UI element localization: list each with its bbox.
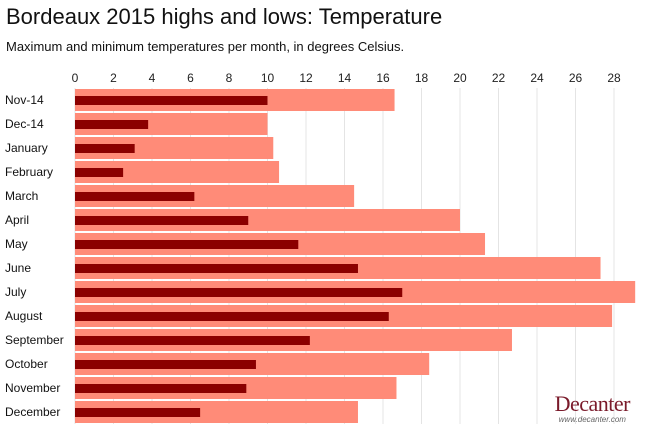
x-tick-label: 26 <box>569 71 583 85</box>
category-label: November <box>5 381 60 395</box>
category-label: April <box>5 213 29 227</box>
x-tick-label: 28 <box>607 71 621 85</box>
category-label: February <box>5 165 53 179</box>
x-tick-label: 4 <box>149 71 156 85</box>
bar-high <box>75 113 268 135</box>
bar-high <box>75 401 358 423</box>
x-tick-label: 12 <box>299 71 313 85</box>
x-tick-label: 10 <box>261 71 275 85</box>
x-tick-label: 8 <box>226 71 233 85</box>
category-label: June <box>5 261 31 275</box>
bar-low <box>75 192 195 201</box>
decanter-logo: Decanter www.decanter.com <box>554 391 631 425</box>
logo-url: www.decanter.com <box>558 415 626 424</box>
category-label: March <box>5 189 38 203</box>
x-tick-label: 2 <box>110 71 117 85</box>
bar-low <box>75 288 403 297</box>
bar-high <box>75 185 355 207</box>
bar-low <box>75 96 268 105</box>
category-label: May <box>5 237 28 251</box>
bar-low <box>75 264 358 273</box>
bar-low <box>75 336 310 345</box>
chart-subtitle: Maximum and minimum temperatures per mon… <box>6 39 405 54</box>
x-tick-label: 6 <box>187 71 194 85</box>
x-tick-label: 24 <box>530 71 544 85</box>
category-label: August <box>5 309 43 323</box>
category-label: September <box>5 333 64 347</box>
x-tick-label: 0 <box>72 71 79 85</box>
bar-low <box>75 168 124 177</box>
logo-name: Decanter <box>554 391 631 416</box>
category-label: Dec-14 <box>5 117 44 131</box>
category-label: January <box>5 141 48 155</box>
x-tick-label: 20 <box>453 71 467 85</box>
category-label: December <box>5 405 60 419</box>
bar-low <box>75 120 149 129</box>
bar-high <box>75 209 460 231</box>
x-tick-label: 16 <box>376 71 390 85</box>
bar-low <box>75 240 299 249</box>
bar-low <box>75 312 389 321</box>
x-tick-label: 22 <box>492 71 506 85</box>
category-label: October <box>5 357 48 371</box>
x-tick-label: 14 <box>338 71 352 85</box>
bar-low <box>75 216 249 225</box>
bar-high <box>75 137 274 159</box>
bar-low <box>75 144 135 153</box>
x-tick-label: 18 <box>415 71 429 85</box>
bar-low <box>75 384 247 393</box>
bar-low <box>75 408 201 417</box>
chart-title: Bordeaux 2015 highs and lows: Temperatur… <box>6 4 443 29</box>
bar-low <box>75 360 256 369</box>
category-label: Nov-14 <box>5 93 44 107</box>
category-label: July <box>5 285 26 299</box>
bar-high <box>75 161 280 183</box>
